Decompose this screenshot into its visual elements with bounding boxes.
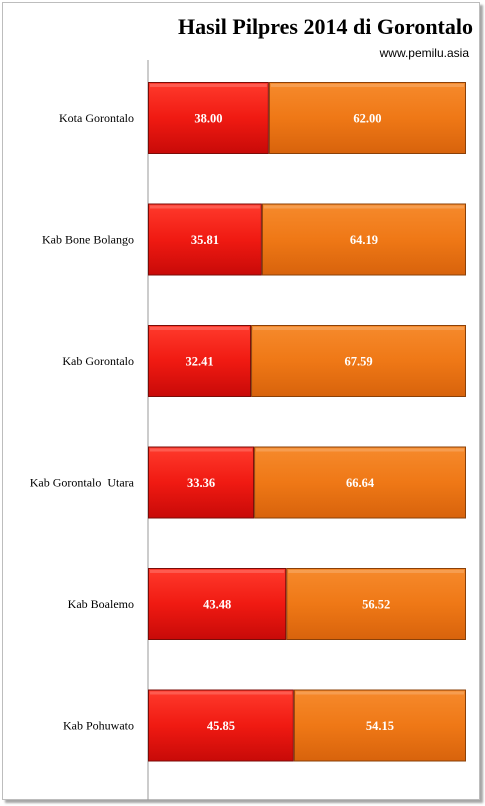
bar-highlight bbox=[253, 327, 464, 330]
bar-segment bbox=[148, 689, 294, 762]
bar-segment bbox=[148, 82, 269, 154]
bar-segment bbox=[293, 689, 467, 762]
bar-highlight bbox=[150, 84, 267, 87]
bar-highlight bbox=[150, 691, 292, 695]
category-label: Kab Bone Bolango bbox=[42, 233, 134, 247]
category-label: Kota Gorontalo bbox=[59, 111, 134, 125]
data-label: 54.15 bbox=[366, 719, 394, 733]
data-label: 67.59 bbox=[344, 355, 372, 369]
bar-segment bbox=[148, 325, 252, 397]
bar-segment bbox=[254, 446, 466, 519]
source-label: www.pemilu.asia bbox=[379, 46, 469, 60]
bar-highlight bbox=[150, 327, 250, 330]
bar-highlight bbox=[270, 84, 464, 87]
bar-segment bbox=[251, 325, 466, 397]
bars-group: 38.00 62.00 35.81 64.19 32.41 67.59 33.36 66.64… bbox=[148, 82, 467, 762]
bar-highlight bbox=[263, 205, 464, 209]
bar-segment bbox=[148, 203, 262, 276]
chart-title: Hasil Pilpres 2014 di Gorontalo bbox=[178, 14, 473, 39]
bar-segment bbox=[286, 568, 466, 640]
data-label: 66.64 bbox=[346, 476, 375, 490]
category-label: Kab Boalemo bbox=[68, 597, 134, 611]
data-label: 33.36 bbox=[187, 476, 215, 490]
data-label: 45.85 bbox=[207, 719, 235, 733]
category-labels-group: Kota Gorontalo Kab Bone Bolango Kab Goront… bbox=[30, 111, 135, 733]
data-label: 43.48 bbox=[203, 598, 231, 612]
category-label: Kab Gorontalo Utara bbox=[30, 476, 135, 490]
bar-highlight bbox=[295, 691, 464, 695]
data-label: 56.52 bbox=[362, 598, 390, 612]
bar-segment bbox=[148, 446, 255, 519]
data-label: 62.00 bbox=[353, 112, 381, 126]
data-label: 35.81 bbox=[191, 233, 219, 247]
bar-highlight bbox=[288, 570, 464, 573]
category-label: Kab Pohuwato bbox=[63, 719, 134, 733]
data-label: 64.19 bbox=[350, 233, 378, 247]
bar-segment bbox=[268, 82, 466, 154]
bar-segment bbox=[261, 203, 466, 276]
bar-highlight bbox=[150, 448, 253, 452]
category-label: Kab Gorontalo bbox=[62, 354, 134, 368]
data-label: 32.41 bbox=[185, 355, 213, 369]
bar-highlight bbox=[150, 205, 260, 209]
bar-highlight bbox=[150, 570, 285, 573]
data-label: 38.00 bbox=[194, 112, 222, 126]
bar-segment bbox=[148, 568, 287, 640]
bar-highlight bbox=[256, 448, 464, 452]
